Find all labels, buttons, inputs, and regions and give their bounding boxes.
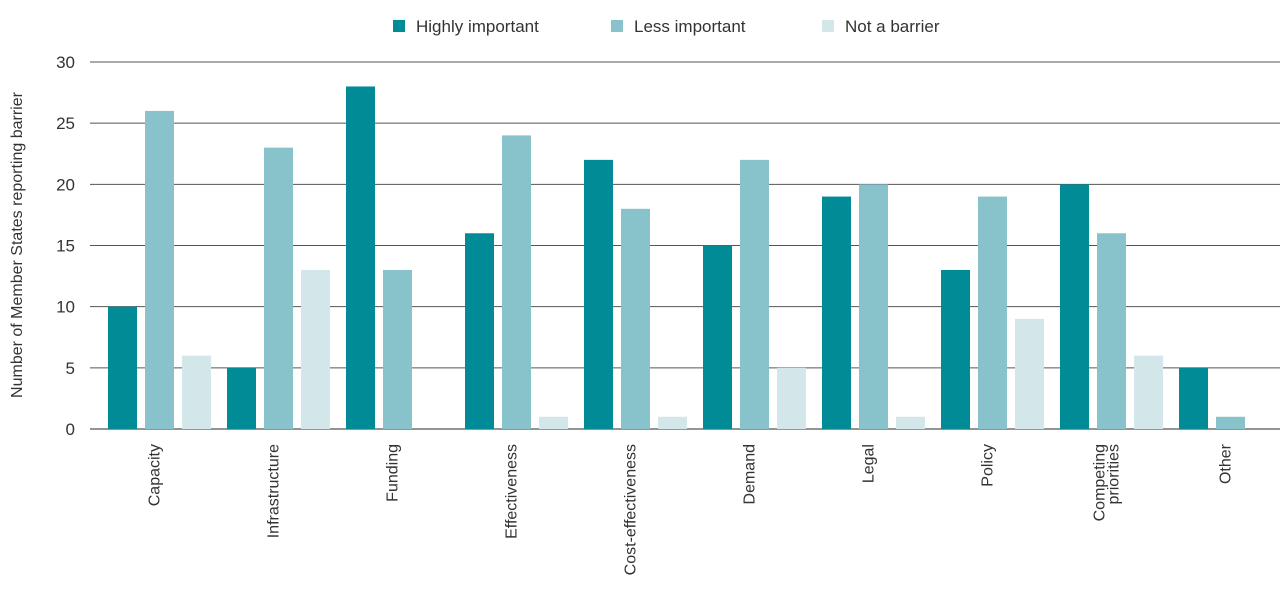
y-axis-ticks: 0 5 10 15 20 25 30 bbox=[56, 53, 75, 439]
bar-not-a-barrier bbox=[539, 416, 568, 429]
bar-highly-important bbox=[1060, 184, 1089, 429]
y-tick-label: 20 bbox=[56, 175, 75, 194]
bars bbox=[108, 86, 1245, 429]
bar-not-a-barrier bbox=[896, 416, 925, 429]
y-tick-label: 0 bbox=[66, 420, 75, 439]
legend-label: Highly important bbox=[416, 17, 539, 36]
bar-less-important bbox=[383, 269, 412, 429]
legend-label: Not a barrier bbox=[845, 17, 940, 36]
y-axis-title: Number of Member States reporting barrie… bbox=[9, 91, 26, 398]
bar-less-important bbox=[1216, 416, 1245, 429]
bar-less-important bbox=[740, 159, 769, 429]
x-category-label-line: Cost-effectiveness bbox=[623, 444, 640, 575]
bar-less-important bbox=[145, 110, 174, 429]
x-category-label-line: Funding bbox=[385, 444, 402, 502]
bar-highly-important bbox=[584, 159, 613, 429]
bar-not-a-barrier bbox=[777, 367, 806, 429]
y-tick-label: 5 bbox=[66, 359, 75, 378]
x-category-label: Other bbox=[1218, 443, 1235, 484]
bar-highly-important bbox=[703, 245, 732, 429]
bar-highly-important bbox=[822, 196, 851, 429]
x-axis-labels: Capacity Infrastructure Funding Effectivene… bbox=[147, 443, 1235, 575]
bar-less-important bbox=[621, 208, 650, 429]
legend: Highly important Less important Not a barr… bbox=[393, 17, 940, 36]
bar-less-important bbox=[502, 135, 531, 429]
y-tick-label: 10 bbox=[56, 298, 75, 317]
bar-less-important bbox=[264, 147, 293, 429]
x-category-label-line: Other bbox=[1218, 443, 1235, 484]
x-category-label-line: priorities bbox=[1106, 444, 1123, 504]
x-category-label: Legal bbox=[861, 444, 878, 483]
bar-less-important bbox=[978, 196, 1007, 429]
bar-highly-important bbox=[346, 86, 375, 429]
bar-not-a-barrier bbox=[182, 355, 211, 429]
x-category-label-line: Effectiveness bbox=[504, 444, 521, 539]
bar-not-a-barrier bbox=[301, 269, 330, 429]
x-category-label-line: Infrastructure bbox=[266, 444, 283, 538]
x-category-label: Effectiveness bbox=[504, 444, 521, 539]
bar-less-important bbox=[1097, 233, 1126, 429]
legend-label: Less important bbox=[634, 17, 746, 36]
x-category-label: Capacity bbox=[147, 444, 164, 506]
bar-highly-important bbox=[108, 306, 137, 429]
y-tick-label: 25 bbox=[56, 114, 75, 133]
legend-swatch bbox=[611, 20, 623, 32]
x-category-label: Funding bbox=[385, 444, 402, 502]
y-tick-label: 30 bbox=[56, 53, 75, 72]
x-category-label: Policy bbox=[980, 444, 997, 487]
legend-swatch bbox=[822, 20, 834, 32]
bar-highly-important bbox=[465, 233, 494, 429]
x-category-label-line: Policy bbox=[980, 444, 997, 487]
y-tick-label: 15 bbox=[56, 237, 75, 256]
bar-not-a-barrier bbox=[1015, 318, 1044, 429]
bar-not-a-barrier bbox=[1134, 355, 1163, 429]
bar-highly-important bbox=[941, 269, 970, 429]
bar-highly-important bbox=[227, 367, 256, 429]
x-category-label-line: Capacity bbox=[147, 444, 164, 506]
x-category-label: Infrastructure bbox=[266, 444, 283, 538]
bar-not-a-barrier bbox=[658, 416, 687, 429]
x-category-label-line: Competing bbox=[1092, 444, 1109, 521]
x-category-label-line: Demand bbox=[742, 444, 759, 504]
x-category-label-line: Legal bbox=[861, 444, 878, 483]
bar-highly-important bbox=[1179, 367, 1208, 429]
legend-swatch bbox=[393, 20, 405, 32]
bar-less-important bbox=[859, 184, 888, 429]
x-category-label: Demand bbox=[742, 444, 759, 504]
x-category-label: Cost-effectiveness bbox=[623, 444, 640, 575]
